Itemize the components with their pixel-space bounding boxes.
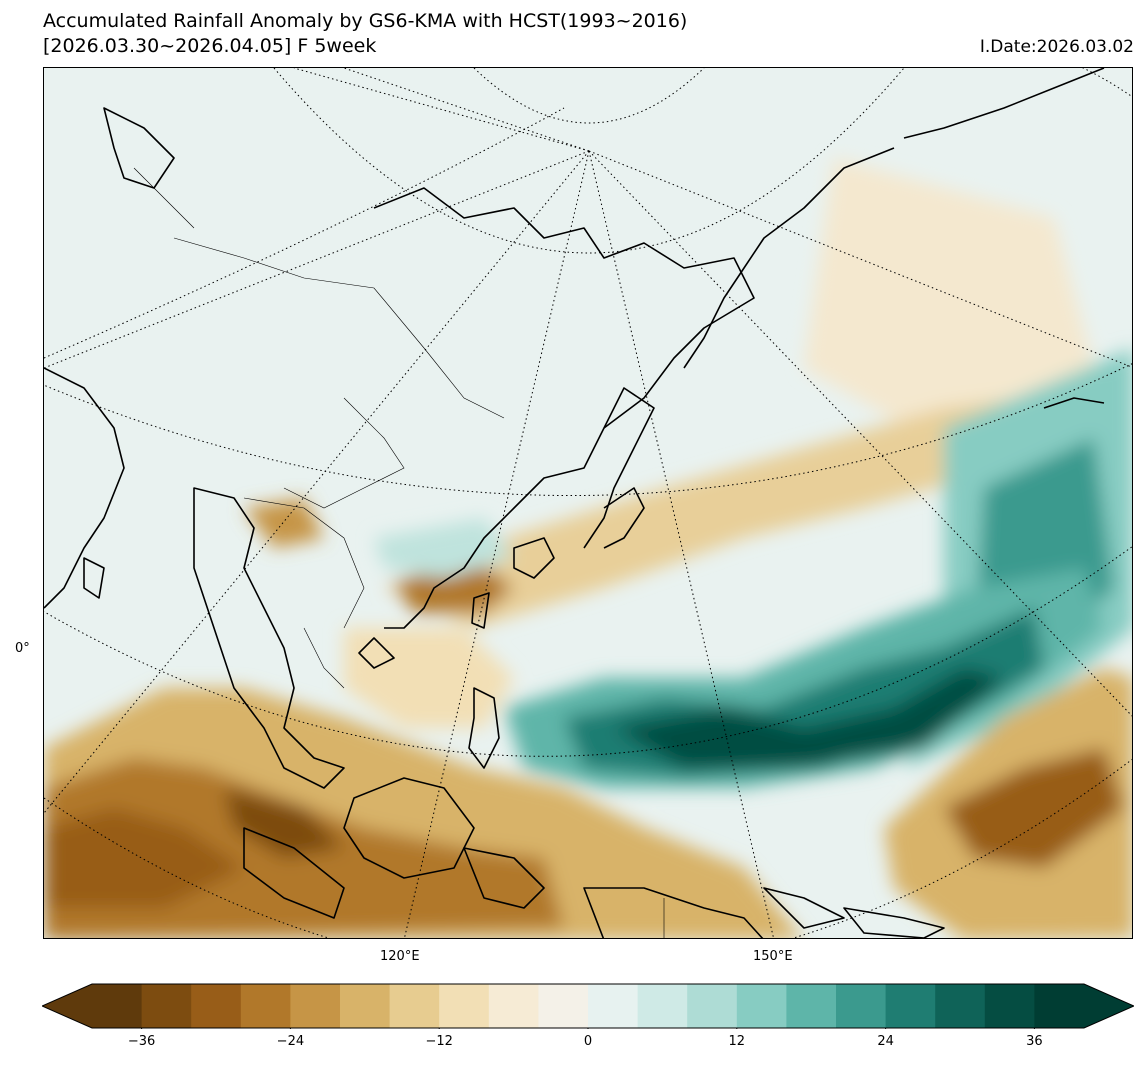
colorbar-segment (389, 984, 440, 1028)
colorbar-segment (488, 984, 539, 1028)
colorbar-outline (42, 983, 1134, 1029)
colorbar-segment (588, 984, 639, 1028)
colorbar-segment (786, 984, 837, 1028)
colorbar-segment (92, 984, 143, 1028)
map-subtitle: [2026.03.30~2026.04.05] F 5week (43, 35, 377, 57)
colorbar-tick-label: −36 (127, 1034, 156, 1049)
colorbar-segment (736, 984, 787, 1028)
lon-label-120e: 120°E (380, 949, 420, 964)
map-canvas (44, 68, 1132, 938)
colorbar-segment (439, 984, 490, 1028)
colorbar-segment (141, 984, 192, 1028)
initialization-date: I.Date:2026.03.02 (979, 37, 1134, 57)
colorbar-tick-label: −12 (425, 1034, 453, 1049)
colorbar-segment (885, 984, 936, 1028)
anomaly-field (44, 68, 1132, 938)
colorbar-segment (836, 984, 887, 1028)
colorbar (42, 983, 1134, 1029)
colorbar-segment (1034, 984, 1085, 1028)
coastlines (44, 68, 1105, 938)
colorbar-extend-min (42, 984, 92, 1028)
colorbar-tick-label: 36 (1026, 1034, 1043, 1049)
lon-label-150e: 150°E (753, 949, 793, 964)
map-title: Accumulated Rainfall Anomaly by GS6-KMA … (43, 10, 688, 32)
country-borders (133, 167, 665, 938)
colorbar-segment (191, 984, 242, 1028)
colorbar-segment (240, 984, 291, 1028)
colorbar-segment (637, 984, 688, 1028)
colorbar-tick-label: 0 (583, 1034, 593, 1049)
colorbar-segment (538, 984, 589, 1028)
colorbar-extend-max (1084, 984, 1134, 1028)
colorbar-segments (42, 984, 1134, 1028)
colorbar-segment (984, 984, 1035, 1028)
colorbar-tick-label: 24 (877, 1034, 894, 1049)
colorbar-segment (340, 984, 391, 1028)
colorbar-tick-label: 12 (728, 1034, 746, 1049)
rainfall-anomaly-map (43, 67, 1133, 939)
graticule (44, 68, 1132, 938)
colorbar-segment (687, 984, 738, 1028)
colorbar-segment (935, 984, 986, 1028)
colorbar-tick-label: −24 (276, 1034, 305, 1049)
lat-label-0: 0° (15, 641, 30, 656)
colorbar-segment (290, 984, 341, 1028)
